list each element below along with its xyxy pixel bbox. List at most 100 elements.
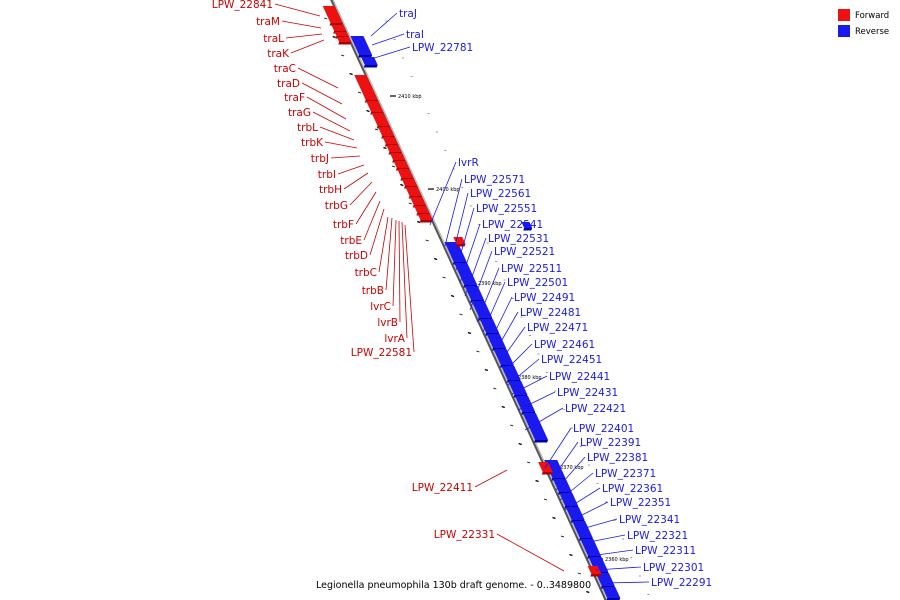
leader-line: [319, 126, 355, 141]
gene-label: trbG: [325, 200, 348, 212]
gene-label: LPW_22441: [549, 371, 610, 383]
tick-mark: [391, 165, 395, 168]
tick-mark: [577, 572, 581, 575]
forward-strand-genes: [322, 6, 602, 577]
leader-line: [464, 237, 487, 297]
genome-caption: Legionella pneumophila 130b draft genome…: [316, 580, 591, 591]
tick-mark: [476, 350, 480, 353]
tick-mark: [569, 553, 573, 557]
gene-label: traC: [274, 63, 296, 75]
leader-line: [385, 217, 393, 291]
scale-label: 2400 kbp: [436, 187, 460, 193]
leader-line: [301, 82, 343, 105]
tick-mark: [366, 109, 370, 113]
scale-label: 2380 kbp: [518, 375, 542, 381]
legend: Forward Reverse: [838, 9, 889, 37]
leader-line: [370, 46, 411, 60]
forward-gene-block: [587, 566, 602, 577]
leader-line: [392, 219, 397, 307]
legend-reverse-swatch: [838, 25, 850, 37]
gene-label: LPW_22311: [635, 545, 696, 557]
reverse-strand-genes: [350, 36, 621, 600]
leader-line: [603, 581, 650, 584]
gene-label: LPW_22461: [534, 339, 595, 351]
scale-label: 2390 kbp: [478, 281, 502, 287]
leader-line: [343, 172, 369, 190]
leader-line: [349, 181, 373, 206]
gene-label: LPW_22471: [527, 322, 588, 334]
gene-label: LPW_22581: [351, 347, 412, 359]
leader-line: [369, 208, 385, 256]
reverse-gene-block: [361, 57, 378, 68]
tick-mark: [510, 424, 514, 427]
gene-label: LPW_22451: [541, 354, 602, 366]
leader-line: [496, 533, 565, 572]
leader-line: [306, 96, 347, 120]
tick-mark: [324, 17, 328, 20]
tick-mark: [400, 183, 404, 187]
tick-mark: [450, 294, 455, 298]
leader-line: [398, 220, 401, 323]
leader-line: [459, 223, 481, 284]
gene-label: traF: [284, 92, 305, 104]
leader-line: [281, 20, 322, 29]
gene-label: trbC: [355, 267, 377, 279]
gene-label: LPW_22391: [580, 437, 641, 449]
tick-mark: [493, 387, 497, 390]
leader-line: [577, 518, 618, 531]
tick-mark: [433, 257, 438, 261]
gene-label: trbK: [301, 137, 324, 149]
gene-label: traK: [267, 48, 290, 60]
leader-line: [489, 296, 513, 343]
legend-reverse-label: Reverse: [855, 27, 889, 37]
tick-mark: [383, 146, 387, 150]
gene-label: LPW_22531: [488, 233, 549, 245]
leader-line: [429, 161, 457, 226]
forward-gene-block: [336, 37, 352, 45]
gene-label: trbH: [319, 184, 342, 196]
gene-label: LPW_22341: [619, 514, 680, 526]
forward-gene-block: [417, 214, 433, 223]
gene-label: LPW_22431: [557, 387, 618, 399]
gene-label: LPW_22291: [651, 577, 712, 589]
tick-mark: [341, 54, 345, 57]
gene-label: traG: [288, 107, 311, 119]
tick-mark: [442, 276, 446, 279]
scale-label: 2360 kbp: [605, 557, 629, 563]
leader-line: [474, 469, 508, 488]
gene-label: LPW_22321: [627, 530, 688, 542]
reverse-gene-block: [350, 36, 373, 58]
leader-line: [494, 311, 519, 353]
gene-label: trbI: [318, 169, 336, 181]
leader-line: [499, 326, 526, 363]
leader-line: [285, 33, 323, 39]
legend-forward-swatch: [838, 9, 850, 21]
forward-gene-block: [322, 6, 343, 26]
leader-line: [297, 67, 339, 89]
leader-line: [370, 12, 398, 37]
leader-line: [524, 407, 564, 431]
scale-label: 2410 kbp: [398, 94, 422, 100]
tick-mark: [374, 128, 379, 131]
gene-label: LPW_22361: [602, 483, 663, 495]
scale-label: 2370 kbp: [560, 465, 584, 471]
leader-line: [401, 221, 408, 339]
gene-label: lvrB: [377, 317, 398, 329]
leader-line: [589, 549, 634, 557]
leader-line: [444, 178, 463, 247]
leader-line: [469, 250, 493, 311]
gene-label: lvrA: [384, 333, 405, 345]
leader-line: [564, 487, 601, 511]
tick-mark: [535, 479, 539, 483]
tick-mark: [560, 535, 565, 538]
reverse-gene-block: [522, 413, 549, 443]
gene-label: trbD: [345, 250, 368, 262]
gene-label: traM: [256, 16, 280, 28]
leader-line: [337, 164, 365, 175]
tick-mark: [543, 498, 548, 501]
leader-line: [324, 141, 358, 149]
tick-mark: [552, 516, 556, 520]
leader-line: [482, 281, 506, 333]
tick-mark: [518, 442, 522, 446]
tick-mark: [501, 405, 505, 409]
